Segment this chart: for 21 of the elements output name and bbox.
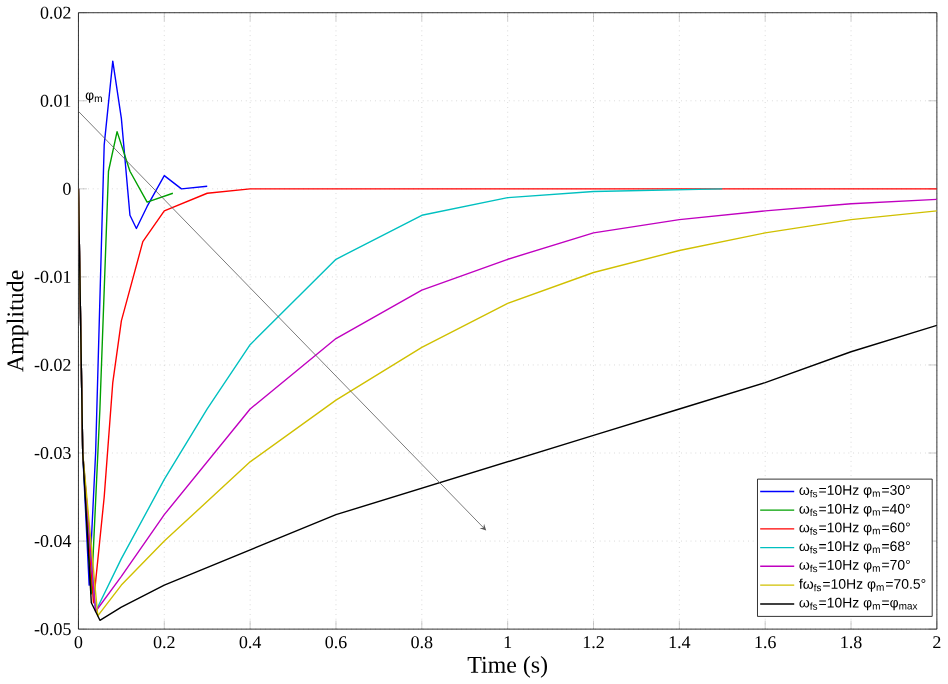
x-tick-label: 1.6 [755, 635, 776, 649]
y-tick-label: -0.05 [34, 622, 71, 636]
x-tick-label: 0.4 [239, 635, 262, 649]
y-axis-title: Amplitude [6, 270, 29, 372]
x-tick-label: 1.8 [841, 635, 862, 649]
x-axis-title: Time (s) [467, 655, 548, 678]
y-tick-label: 0.02 [40, 6, 71, 19]
x-tick-label: 1.4 [669, 635, 691, 649]
x-tick-label: 1 [504, 635, 512, 648]
x-tick-label: 1.2 [583, 635, 604, 649]
x-tick-label: 0.8 [411, 635, 433, 649]
x-tick-label: 2 [933, 635, 941, 648]
y-tick-label: -0.03 [34, 446, 71, 459]
y-tick-label: -0.04 [34, 534, 72, 547]
y-tick-label: -0.01 [34, 270, 71, 283]
x-tick-label: 0.2 [153, 635, 175, 649]
y-tick-label: -0.02 [34, 358, 71, 371]
x-tick-label: 0.6 [325, 635, 347, 649]
x-tick-label: 0 [74, 635, 83, 649]
y-tick-label: 0 [63, 182, 71, 195]
y-tick-label: 0.01 [40, 94, 71, 107]
